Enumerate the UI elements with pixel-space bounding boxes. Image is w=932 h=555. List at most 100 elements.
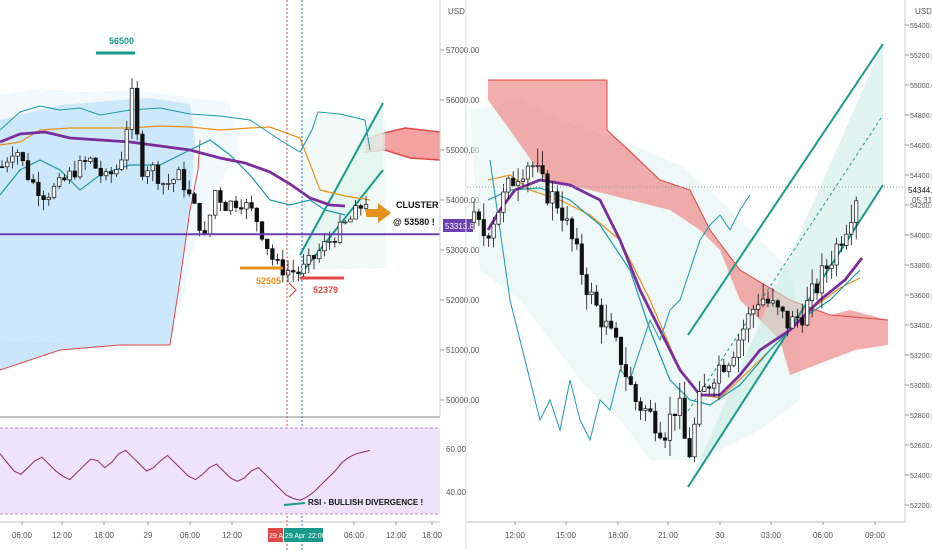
- left-candle-body: [51, 185, 57, 198]
- left-candle-body: [109, 171, 114, 175]
- rsi-band: [0, 428, 440, 514]
- right-ytick-label: 54000.00: [910, 233, 932, 240]
- right-candle-body: [599, 304, 604, 328]
- left-candles: [0, 78, 369, 283]
- right-candle-body: [648, 408, 653, 412]
- left-channel-upper: [299, 102, 384, 256]
- right-candle-body: [692, 423, 697, 458]
- right-candle-body: [520, 178, 526, 182]
- right-xtick-label: 15:00: [556, 531, 577, 540]
- right-candle-body: [614, 327, 619, 338]
- left-candle-body: [213, 190, 218, 216]
- right-ytick-label: 55200.00: [910, 53, 932, 60]
- right-xtick-label: 30: [716, 531, 725, 540]
- left-candle-body: [296, 271, 301, 274]
- right-candle-body: [849, 221, 854, 235]
- right-ytick-label: 54400.00: [910, 173, 932, 180]
- right-ytick-label: 53600.00: [910, 293, 932, 300]
- right-xtick-label: 18:00: [608, 531, 629, 540]
- senkou-b-line: [0, 139, 201, 371]
- left-candle-body: [348, 218, 353, 223]
- left-candle-body: [218, 190, 223, 203]
- tenkan-line: [0, 125, 371, 201]
- right-price-badge: 54344.87: [908, 186, 932, 195]
- right-candle-body: [643, 408, 648, 411]
- low2-arrow: [288, 282, 297, 298]
- left-candle-body: [15, 152, 20, 157]
- right-candle-body: [712, 382, 717, 389]
- right-candle-body: [496, 211, 501, 225]
- right-candles: [471, 148, 859, 463]
- right-price-badge-time: 05:31: [912, 196, 932, 205]
- left-candle-body: [317, 250, 322, 259]
- right-ytick-label: 52800.00: [910, 413, 932, 420]
- left-ytick-label: 52000.00: [446, 296, 480, 305]
- left-xtick-label: 18:00: [422, 531, 443, 540]
- left-candle-body: [223, 202, 228, 211]
- right-ytick-label: 53000.00: [910, 383, 932, 390]
- right-candle-body: [569, 218, 575, 240]
- right-candle-body: [790, 316, 795, 329]
- left-candle-body: [36, 181, 41, 196]
- left-candle-body: [83, 160, 88, 162]
- right-candle-body: [560, 207, 565, 221]
- left-candle-body: [20, 152, 25, 162]
- date-badge-2-bg: [284, 528, 307, 542]
- right-xtick-label: 12:00: [505, 531, 526, 540]
- right-ytick-label: 55400.00: [910, 23, 932, 30]
- right-price-axis: 55400.00 55200.00 55000.00 54800.00 54600.00…: [904, 0, 932, 522]
- date-badge-1: 29 Ap: [269, 533, 287, 540]
- right-candle-body: [756, 304, 761, 310]
- right-candle-body: [525, 165, 530, 180]
- right-candle-body: [810, 283, 815, 301]
- left-price-axis: 57000.00 56000.00 55000.00 54000.00 53000.00…: [439, 0, 480, 416]
- right-candle-body: [770, 300, 775, 304]
- right-candle-body: [623, 364, 628, 377]
- rsi-tick-40: 40.00: [446, 488, 467, 497]
- right-candle-body: [550, 191, 555, 204]
- left-candle-body: [150, 164, 155, 172]
- right-candle-body: [658, 432, 663, 439]
- right-candle-body: [824, 265, 829, 269]
- right-candle-body: [780, 306, 785, 312]
- right-candle-body: [839, 243, 844, 246]
- left-candle-body: [171, 179, 176, 184]
- right-candle-body: [854, 200, 859, 223]
- right-candle-body: [481, 219, 486, 237]
- left-candle-body: [140, 133, 145, 177]
- right-ytick-label: 54800.00: [910, 113, 932, 120]
- right-candle-body: [736, 339, 741, 358]
- right-candle-body: [565, 218, 570, 221]
- date-badge-1-bg: [268, 528, 283, 542]
- right-candle-body: [589, 291, 594, 296]
- right-candle-body: [476, 211, 481, 220]
- right-candle-body: [486, 235, 491, 239]
- right-indicator-lines: [486, 159, 864, 442]
- left-candle-body: [98, 167, 103, 177]
- right-senkou-a-line: [488, 79, 889, 321]
- right-candle-body: [653, 410, 658, 434]
- right-candle-body: [511, 177, 516, 187]
- left-xtick-label: 29: [144, 531, 153, 540]
- left-candle-body: [337, 221, 343, 243]
- right-xtick-label: 21:00: [658, 531, 679, 540]
- left-candle-body: [181, 169, 187, 191]
- left-candle-body: [31, 179, 36, 183]
- right-candle-body: [829, 264, 834, 269]
- left-candle-body: [161, 183, 166, 185]
- right-ytick-label: 52200.00: [910, 503, 932, 510]
- left-candle-body: [197, 202, 202, 231]
- right-candle-body: [530, 165, 535, 168]
- left-ytick-label: 51000.00: [446, 346, 480, 355]
- right-chikou-line: [489, 159, 751, 442]
- left-candle-body: [363, 203, 369, 209]
- right-candle-body: [751, 308, 756, 315]
- cluster-label-line1: CLUSTER: [396, 200, 439, 210]
- left-candle-body: [239, 207, 244, 210]
- left-price-badge: 53313.82: [445, 222, 479, 231]
- right-candle-body: [834, 243, 839, 266]
- left-candle-body: [306, 255, 311, 265]
- left-ytick-label: 50000.00: [446, 396, 480, 405]
- left-candle-body: [145, 170, 150, 177]
- right-candle-body: [805, 300, 810, 326]
